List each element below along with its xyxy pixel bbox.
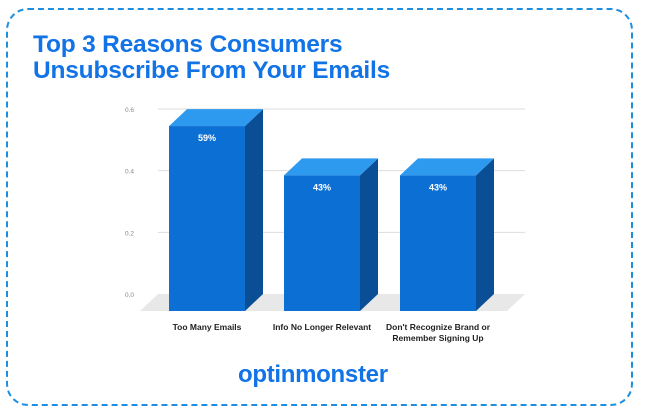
bar-side [245, 109, 263, 311]
bar-data-label: 43% [313, 182, 331, 192]
bar-side [476, 158, 494, 311]
y-tick-label: 0.2 [125, 230, 134, 237]
dashed-frame [6, 8, 633, 406]
bar [400, 175, 476, 311]
chart-title: Top 3 Reasons Consumers Unsubscribe From… [33, 32, 390, 84]
y-tick-label: 0.6 [125, 107, 134, 114]
bar-data-label: 43% [429, 182, 447, 192]
y-tick-label: 0.0 [125, 292, 134, 299]
bar-top [400, 158, 494, 176]
bar-top [284, 158, 378, 176]
bar [169, 126, 245, 311]
bar-side [360, 158, 378, 311]
bar-data-label: 59% [198, 133, 216, 143]
x-category-label: Info No Longer Relevant [273, 322, 371, 332]
x-category-label: Don't Recognize Brand or [386, 322, 491, 332]
x-category-label: Too Many Emails [173, 322, 242, 332]
bar-top [169, 109, 263, 127]
optinmonster-logo: optinmonster [238, 361, 388, 388]
x-category-label: Remember Signing Up [392, 333, 483, 343]
y-tick-label: 0.4 [125, 169, 134, 176]
bar [284, 175, 360, 311]
chart-title-line-2: Unsubscribe From Your Emails [33, 57, 391, 84]
chart-title-line-1: Top 3 Reasons Consumers [33, 31, 343, 58]
